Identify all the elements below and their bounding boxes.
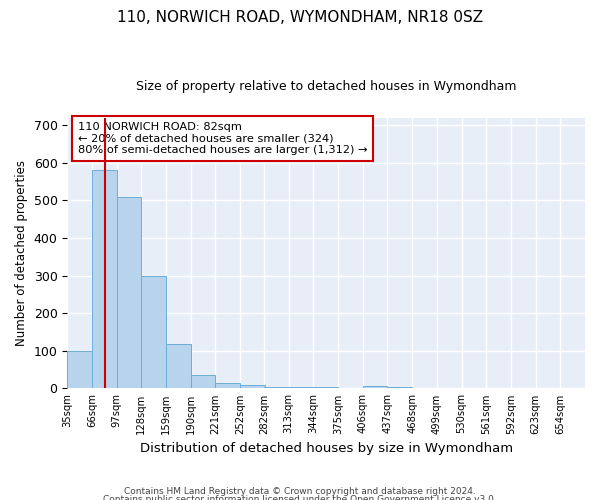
Bar [142,276,166,388]
Bar [215,383,240,388]
Bar [289,386,313,388]
Bar [264,386,289,388]
Bar [388,386,412,388]
Title: Size of property relative to detached houses in Wymondham: Size of property relative to detached ho… [136,80,517,93]
Text: Contains HM Land Registry data © Crown copyright and database right 2024.: Contains HM Land Registry data © Crown c… [124,487,476,496]
Text: Contains public sector information licensed under the Open Government Licence v3: Contains public sector information licen… [103,495,497,500]
Bar [116,196,142,388]
Bar [363,386,388,388]
X-axis label: Distribution of detached houses by size in Wymondham: Distribution of detached houses by size … [140,442,513,455]
Bar [191,376,215,388]
Bar [313,386,338,388]
Bar [67,351,92,389]
Text: 110, NORWICH ROAD, WYMONDHAM, NR18 0SZ: 110, NORWICH ROAD, WYMONDHAM, NR18 0SZ [117,10,483,25]
Bar [240,386,265,388]
Bar [92,170,116,388]
Bar [166,344,191,389]
Y-axis label: Number of detached properties: Number of detached properties [15,160,28,346]
Text: 110 NORWICH ROAD: 82sqm
← 20% of detached houses are smaller (324)
80% of semi-d: 110 NORWICH ROAD: 82sqm ← 20% of detache… [77,122,367,155]
